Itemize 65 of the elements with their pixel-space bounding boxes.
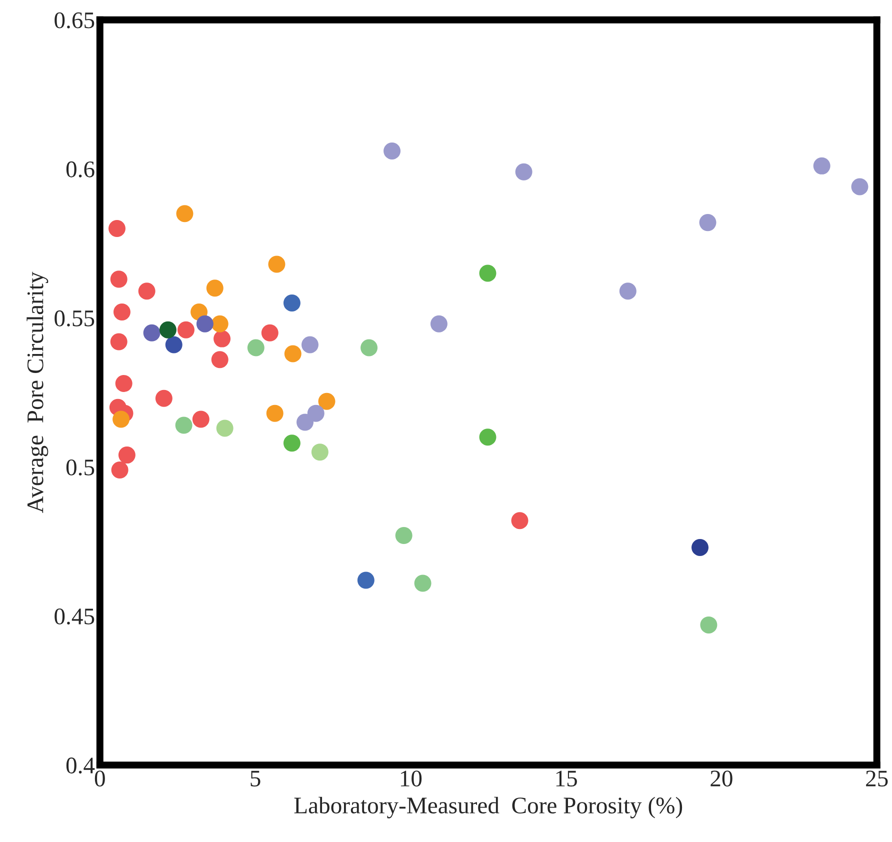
y-tick-label: 0.4: [66, 758, 95, 774]
point: [283, 294, 300, 312]
x-tick-label: 5: [250, 770, 260, 787]
point: [414, 574, 432, 592]
point: [515, 163, 532, 180]
point: [247, 339, 264, 356]
point: [301, 336, 318, 354]
point: [479, 428, 496, 446]
point: [511, 512, 528, 530]
point: [261, 324, 278, 342]
point: [196, 315, 214, 332]
point: [211, 351, 228, 368]
point: [384, 142, 401, 160]
point: [176, 205, 194, 222]
point: [155, 390, 172, 407]
point: [430, 315, 448, 332]
point: [216, 420, 234, 437]
y-axis-title: Average Pore Circularity: [26, 272, 48, 513]
point: [283, 434, 300, 452]
point: [479, 264, 496, 282]
x-tick-label: 15: [556, 770, 577, 787]
point: [113, 303, 130, 320]
point: [700, 616, 718, 634]
point: [111, 461, 128, 478]
point: [159, 321, 176, 338]
point: [143, 324, 160, 342]
point: [307, 404, 324, 422]
point: [699, 214, 716, 232]
point: [110, 270, 128, 288]
point: [177, 321, 194, 338]
point: [851, 178, 868, 196]
point: [214, 330, 231, 348]
point: [118, 446, 136, 464]
x-tick-label: 0: [94, 770, 105, 787]
point: [112, 410, 130, 428]
point: [211, 315, 228, 332]
x-tick-label: 10: [400, 770, 422, 787]
point: [165, 336, 182, 354]
point: [108, 220, 126, 238]
point: [813, 157, 830, 174]
y-tick-label: 0.55: [54, 310, 94, 326]
point: [138, 282, 156, 300]
point: [284, 345, 302, 362]
point: [192, 410, 210, 428]
point: [311, 444, 328, 461]
point: [692, 538, 709, 556]
x-tick-label: 20: [710, 770, 732, 787]
y-tick-label: 0.65: [54, 12, 94, 28]
point: [395, 527, 412, 544]
point: [266, 404, 284, 422]
point: [115, 375, 132, 392]
y-tick-label: 0.6: [66, 161, 94, 178]
point: [619, 282, 636, 300]
point: [206, 280, 224, 297]
point: [360, 339, 378, 356]
point: [110, 333, 128, 350]
point: [175, 416, 192, 434]
y-tick-label: 0.45: [54, 608, 94, 625]
y-tick-label: 0.5: [66, 459, 94, 476]
x-axis-title: Laboratory-Measured Core Porosity (%): [294, 796, 682, 818]
point: [296, 414, 314, 431]
point: [318, 392, 336, 410]
point: [357, 572, 374, 589]
x-tick-label: 25: [866, 770, 888, 787]
point: [268, 256, 286, 273]
